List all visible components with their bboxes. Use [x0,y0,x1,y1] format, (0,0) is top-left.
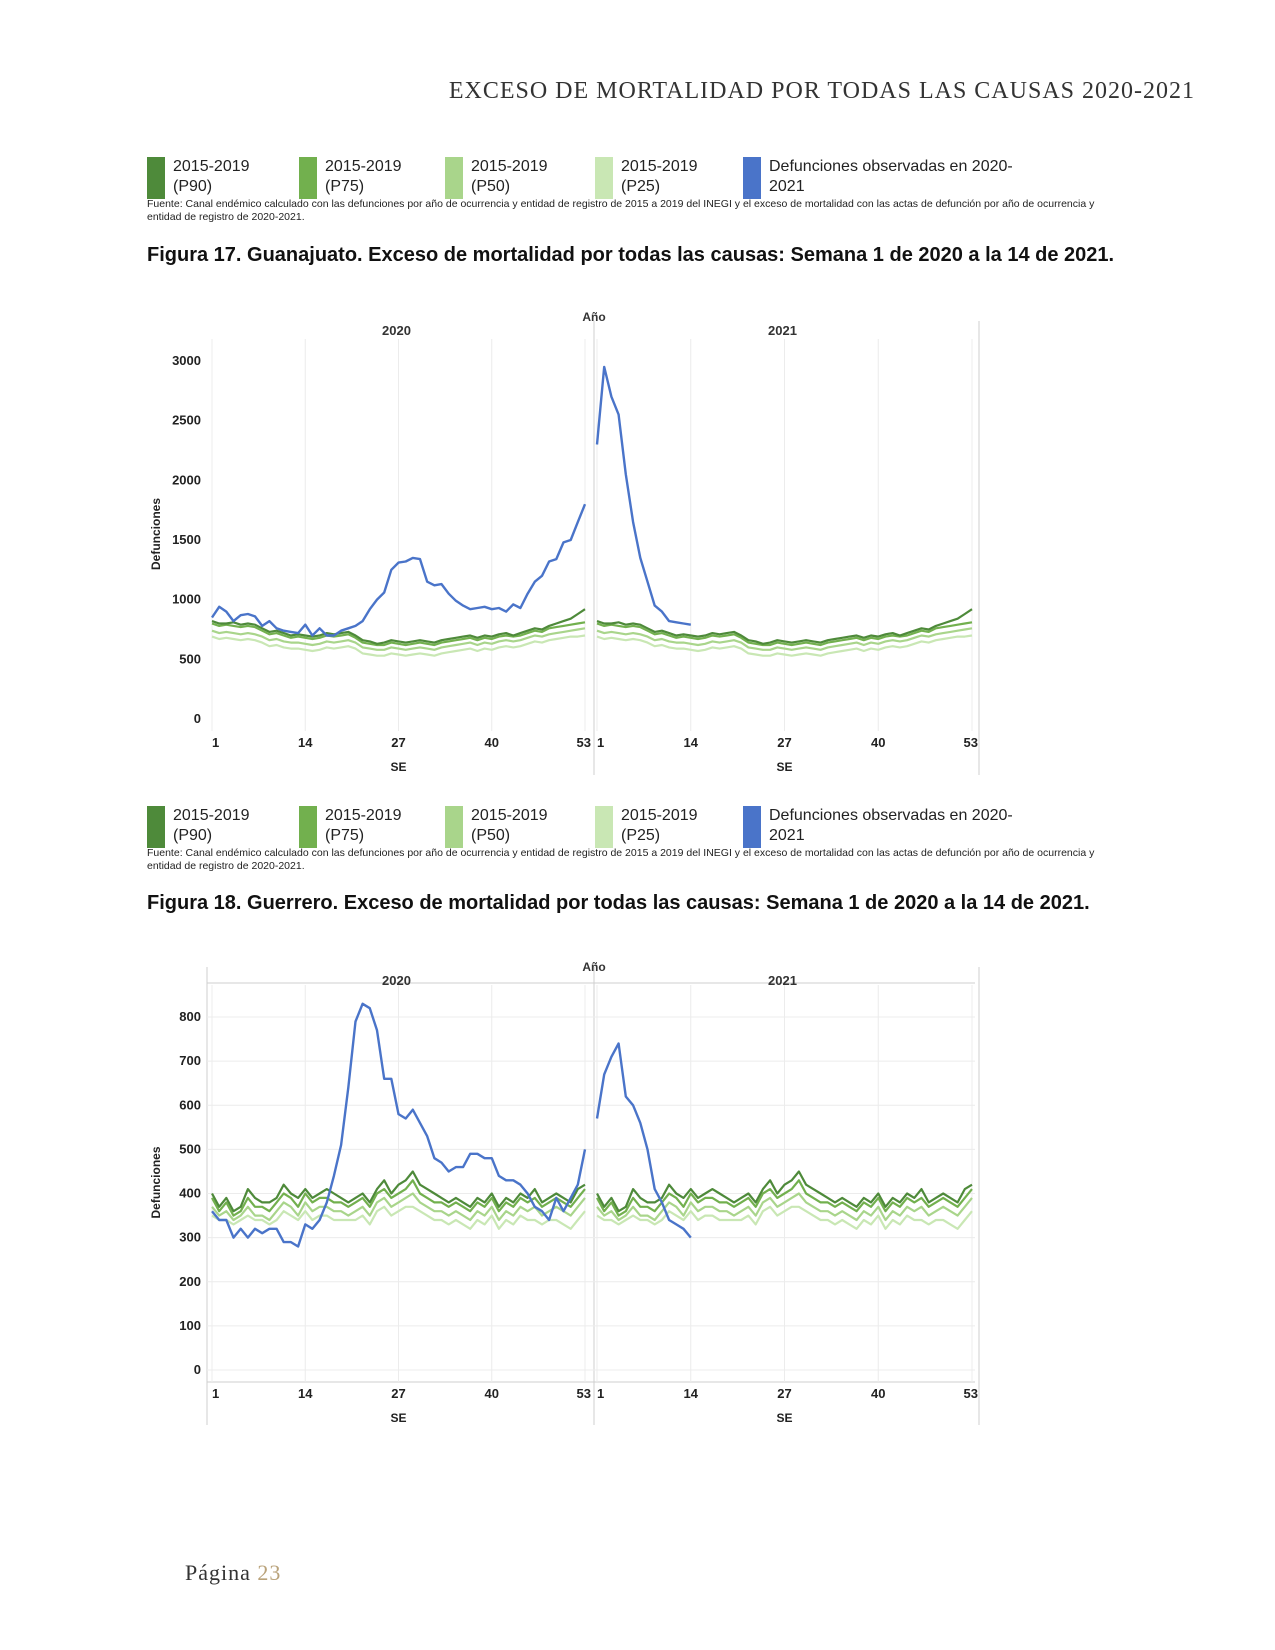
x-tick-label: 27 [391,735,405,750]
legend-swatch [595,806,613,848]
x-tick-label: 27 [777,1386,791,1401]
legend-label: 2015-2019 (P50) [471,807,548,844]
legend-label: 2015-2019 (P75) [325,807,402,844]
legend-label: 2015-2019 (P90) [173,158,250,195]
series-line-p50-2020 [211,1192,586,1222]
line-chart-guerrero: Año 2020 2021 0 100 200 300 400 500 600 700 800 Defu… [149,960,980,1425]
x-tick-label: 14 [684,1386,699,1401]
x-tick-label: 53 [964,1386,978,1401]
y-tick-label: 100 [179,1318,201,1333]
y-tick-label: 1000 [172,592,201,607]
panel-label: 2021 [768,973,797,988]
series-line-p25-2020 [211,1205,586,1230]
y-tick-label: 500 [179,651,201,666]
y-tick-label: 200 [179,1274,201,1289]
chart-legend: 2015-2019 (P90) 2015-2019 (P75) 2015-2019 … [147,806,1107,852]
x-tick-label: 40 [871,735,885,750]
x-tick-label: 27 [391,1386,405,1401]
y-tick-label: 3000 [172,353,201,368]
series-line-observed-2021 [595,365,691,626]
series-line-p50-2021 [596,627,973,651]
x-tick-label: 1 [212,735,219,750]
legend-label: 2015-2019 (P50) [471,158,548,195]
x-axis-label: SE [390,1411,406,1425]
y-tick-label: 2000 [172,472,201,487]
series-line-p90-2021 [596,608,973,645]
legend-label: Defunciones observadas en 2020- 2021 [769,807,1013,844]
line-chart-guanajuato: Año 2020 2021 0 500 1000 1500 2000 2500 3000 Defun… [149,310,980,775]
panel-label: 2020 [382,973,411,988]
x-tick-label: 1 [212,1386,219,1401]
legend-swatch [743,157,761,199]
y-axis-label: Defunciones [149,498,163,570]
y-tick-label: 300 [179,1230,201,1245]
x-tick-label: 53 [964,735,978,750]
year-axis-title: Año [582,960,605,974]
x-axis-label: SE [390,760,406,774]
y-tick-label: 2500 [172,413,201,428]
legend-label: 2015-2019 (P90) [173,807,250,844]
x-tick-label: 14 [298,735,313,750]
y-tick-label: 500 [179,1141,201,1156]
legend-swatch [299,157,317,199]
page-number: 23 [257,1560,282,1585]
x-tick-label: 53 [577,1386,591,1401]
series-line-p25-2021 [596,634,973,657]
x-axis-label: SE [776,760,792,774]
panel-label: 2020 [382,323,411,338]
series-line-p75-2021 [596,1179,973,1217]
series-line-observed-2021 [595,1042,692,1239]
x-tick-label: 40 [871,1386,885,1401]
series-line-p75-2021 [596,621,973,647]
y-tick-label: 800 [179,1009,201,1024]
legend-swatch [147,806,165,848]
series-line-p90-2020 [211,608,586,645]
y-tick-label: 0 [194,711,201,726]
x-tick-label: 40 [485,1386,499,1401]
page-footer: Página 23 [185,1560,281,1586]
y-tick-label: 0 [194,1362,201,1377]
legend-label: 2015-2019 (P75) [325,158,402,195]
y-axis-label: Defunciones [149,1146,163,1218]
y-tick-label: 1500 [172,532,201,547]
series-line-p75-2020 [211,621,586,647]
series-line-p50-2021 [596,1192,973,1222]
y-tick-label: 400 [179,1186,201,1201]
x-axis-label: SE [776,1411,792,1425]
legend-swatch [147,157,165,199]
source-note: Fuente: Canal endémico calculado con las… [147,847,1095,872]
chart-legend: 2015-2019 (P90) 2015-2019 (P75) 2015-2019 … [147,157,1107,203]
running-header: EXCESO DE MORTALIDAD POR TODAS LAS CAUSA… [448,78,1195,104]
x-tick-label: 27 [777,735,791,750]
series-line-observed-2020 [211,503,587,637]
x-tick-label: 1 [597,1386,604,1401]
legend-swatch [445,806,463,848]
series-line-p75-2020 [211,1179,586,1217]
legend-label: 2015-2019 (P25) [621,158,698,195]
year-axis-title: Año [582,310,605,324]
panel-label: 2021 [768,323,797,338]
series-line-observed-2020 [211,1002,587,1248]
legend-label: Defunciones observadas en 2020- 2021 [769,158,1013,195]
legend-swatch [595,157,613,199]
legend-swatch [445,157,463,199]
x-tick-label: 14 [298,1386,313,1401]
y-tick-label: 600 [179,1097,201,1112]
figure-title: Figura 17. Guanajuato. Exceso de mortali… [147,244,1115,266]
legend-label: 2015-2019 (P25) [621,807,698,844]
x-tick-label: 53 [577,735,591,750]
series-line-p25-2020 [211,634,586,657]
legend-swatch [743,806,761,848]
x-tick-label: 14 [684,735,699,750]
legend-swatch [299,806,317,848]
series-line-p25-2021 [596,1205,973,1230]
series-line-p90-2020 [211,1170,586,1213]
figure-title: Figura 18. Guerrero. Exceso de mortalida… [147,892,1090,914]
y-tick-label: 700 [179,1053,201,1068]
series-line-p50-2020 [211,627,586,651]
x-tick-label: 1 [597,735,604,750]
x-tick-label: 40 [485,735,499,750]
source-note: Fuente: Canal endémico calculado con las… [147,198,1095,223]
page-label: Página [185,1560,251,1585]
